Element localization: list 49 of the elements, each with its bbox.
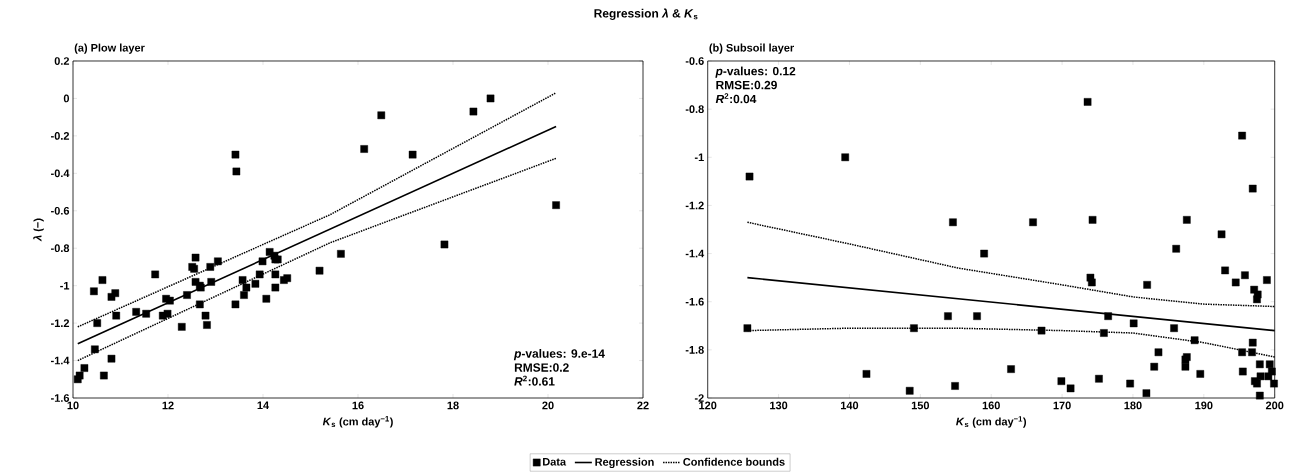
- y-tick-label: -0.2: [51, 132, 70, 140]
- y-tick-label: -1.2: [51, 319, 70, 327]
- annotation: RMSE:0.2: [514, 363, 569, 372]
- x-tick-label: 22: [637, 401, 649, 410]
- x-tick-label: 18: [447, 401, 459, 410]
- y-tick-label: 0: [63, 94, 70, 103]
- annotation: R$^{2}$:0.04: [715, 93, 757, 104]
- x-tick-label: 150: [911, 401, 930, 410]
- annotation: R$^{2}$:0.61: [514, 375, 555, 386]
- y-tick-label: -0.8: [685, 105, 704, 114]
- chart-title: Regression λ & K$_{s}$: [594, 8, 698, 21]
- y-tick-label: -1.4: [51, 356, 70, 365]
- y-tick-label: -1.8: [685, 345, 704, 354]
- y-axis-title: λ (−): [33, 218, 44, 242]
- legend-label: Data: [543, 458, 567, 466]
- annotation: RMSE:0.29: [716, 80, 777, 90]
- y-tick-label: -1.2: [685, 201, 704, 210]
- y-tick-label: -1: [694, 153, 704, 162]
- x-tick-label: 190: [1195, 401, 1213, 410]
- x-tick-label: 14: [257, 401, 270, 410]
- x-tick-label: 20: [542, 401, 554, 410]
- x-tick-label: 140: [841, 401, 859, 410]
- x-tick-label: 130: [770, 401, 788, 410]
- y-tick-label: -0.8: [51, 244, 70, 253]
- y-tick-label: -2: [694, 394, 704, 402]
- annotation: p-values: 9.e-14: [513, 349, 605, 361]
- annotation: p-values: 0.12: [715, 66, 796, 78]
- chart-subtitle: (b) Subsoil layer: [709, 43, 794, 54]
- x-tick-label: 180: [1124, 401, 1142, 410]
- x-axis-title: K$_{s}$ (cm day$^{−1}$): [956, 416, 1027, 428]
- x-tick-label: 170: [1053, 401, 1071, 410]
- x-tick-label: 120: [699, 401, 717, 410]
- x-tick-label: 200: [1265, 401, 1284, 410]
- y-tick-label: -1.6: [685, 297, 704, 306]
- chart-subtitle: (a) Plow layer: [74, 43, 145, 54]
- y-tick-label: 0.2: [54, 57, 70, 65]
- y-tick-label: -1: [60, 281, 70, 290]
- legend-label: Confidence bounds: [683, 457, 785, 466]
- y-tick-label: -0.4: [51, 169, 70, 178]
- x-axis-title: K$_{s}$ (cm day$^{−1}$): [322, 416, 393, 428]
- x-tick-label: 16: [352, 401, 364, 410]
- x-tick-label: 10: [67, 401, 79, 410]
- y-tick-label: -0.6: [685, 57, 704, 65]
- x-tick-label: 12: [162, 401, 174, 410]
- y-tick-label: -0.6: [51, 206, 70, 215]
- x-tick-label: 160: [982, 401, 1000, 410]
- y-tick-label: -1.6: [51, 394, 70, 402]
- y-tick-label: -1.4: [685, 249, 705, 258]
- legend-label: Regression: [595, 457, 654, 469]
